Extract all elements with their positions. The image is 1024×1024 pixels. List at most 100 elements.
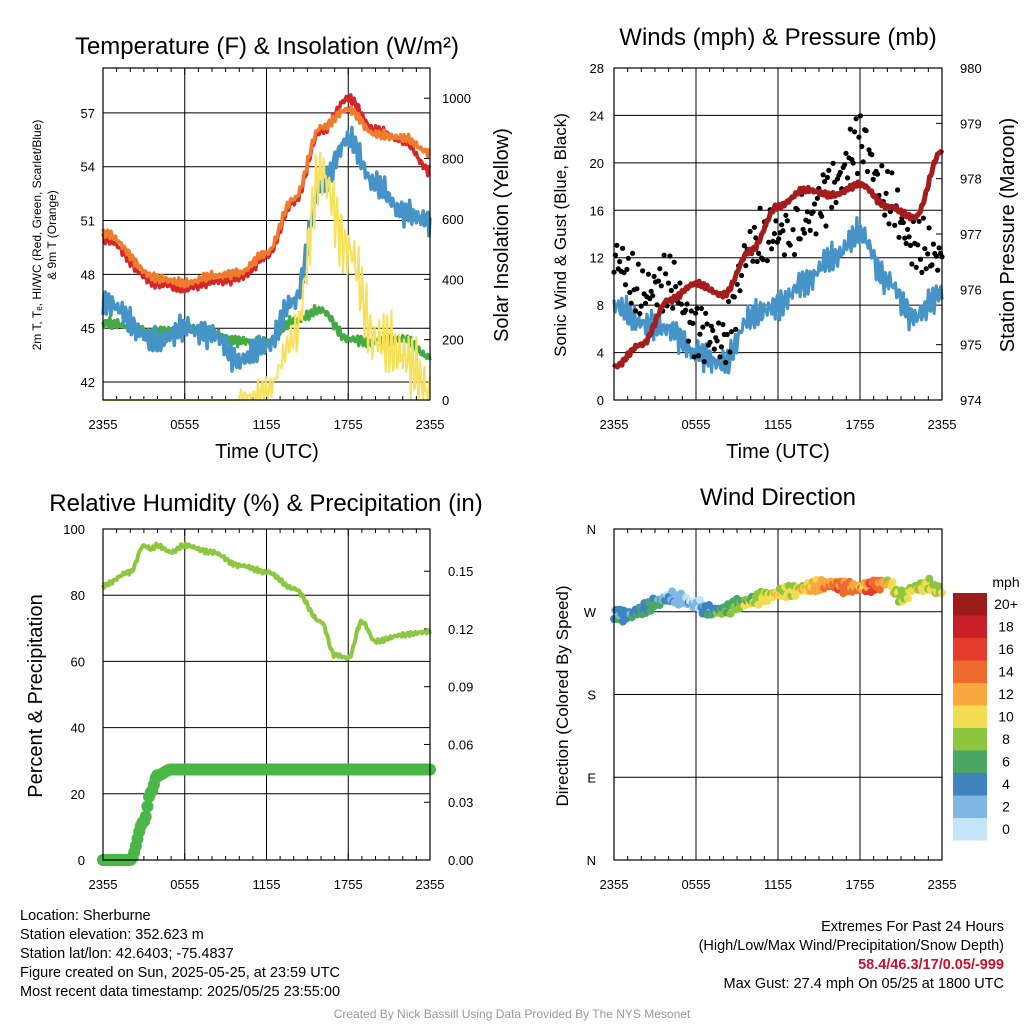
winds-gust-point (905, 226, 911, 232)
temp-y2tick-label: 1000 (442, 91, 471, 106)
winds-gust-point (670, 305, 676, 311)
temp-ytick-label: 51 (81, 214, 95, 229)
winds-gust-point (668, 287, 674, 294)
winds-gust-point (671, 259, 677, 265)
winds-gust-point (885, 168, 891, 175)
winds-gust-point (889, 170, 895, 176)
extremes-values: 58.4/46.3/17/0.05/-999 (858, 957, 1004, 973)
temp-series-9m-t (101, 104, 431, 289)
winds-gust-point (642, 300, 649, 306)
colorbar-label: 0 (1002, 821, 1010, 837)
wdir-ytick-label: N (587, 522, 596, 537)
winds-y2tick-label: 975 (960, 338, 982, 353)
winds-gust-point (614, 242, 620, 248)
wdir-ytick-label: S (587, 688, 596, 703)
winds-gust-point (784, 218, 790, 224)
winds-gust-point (801, 230, 808, 236)
wdir-point (875, 585, 884, 594)
winds-gust-point (678, 301, 684, 307)
wdir-xtick-label: 2355 (600, 877, 629, 892)
winds-gust-point (779, 222, 785, 228)
winds-gust-point (718, 344, 725, 350)
winds-gust-point (754, 258, 760, 265)
temperature-chart: 2355 0555 1155 1755 2355 42 45 48 51 54 57 0 200 400 6… (81, 67, 471, 432)
winds-gust-point (726, 298, 732, 305)
temp-xtick-label: 0555 (170, 417, 199, 432)
winds-gust-point (731, 294, 737, 300)
winds-gust-point (900, 219, 906, 226)
winds-xlabel: Time (UTC) (726, 441, 830, 463)
colorbar-label: 14 (998, 664, 1014, 680)
winds-gust-point (820, 172, 826, 178)
winds-gust-point (640, 268, 646, 274)
temp-y2tick-label: 600 (442, 212, 464, 227)
winds-gust-point (741, 243, 747, 249)
rh-ytick-label: 80 (71, 588, 85, 603)
rh-ytick-label: 20 (71, 787, 85, 802)
winds-gust-point (645, 271, 652, 277)
winds-gust-point (734, 281, 740, 287)
winds-gust-point (874, 171, 881, 177)
winds-gust-point (852, 129, 858, 135)
winds-gust-point (750, 258, 756, 264)
winds-gust-point (637, 311, 643, 317)
winds-gust-point (919, 269, 925, 275)
winds-gust-point (819, 213, 825, 219)
winds-gust-point (703, 310, 709, 316)
winds-xtick-label: 1155 (764, 417, 792, 432)
temp-y2tick-label: 0 (442, 393, 449, 408)
winds-gust-point (756, 250, 762, 256)
winds-gust-point (747, 228, 753, 235)
rh-series-humidity (101, 541, 432, 661)
winds-gust-point (902, 235, 908, 241)
winds-gust-point (620, 245, 626, 251)
winds-gust-point (733, 326, 739, 332)
winds-gust-point (624, 266, 630, 272)
winds-gust-point (701, 359, 707, 365)
winds-gust-point (776, 236, 782, 242)
winds-gust-point (707, 339, 713, 345)
colorbar-label: 10 (998, 709, 1014, 725)
winds-gust-point (869, 152, 875, 158)
rh-title: Relative Humidity (%) & Precipitation (i… (49, 490, 482, 517)
winds-gust-point (822, 179, 828, 185)
rh-ytick-label: 100 (63, 522, 85, 537)
winds-gust-point (781, 252, 788, 258)
colorbar-swatch (953, 728, 987, 751)
winds-gust-point (766, 239, 772, 245)
winds-gust-point (882, 212, 888, 218)
wdir-xtick-label: 1755 (846, 877, 875, 892)
winds-gust-point (634, 286, 640, 292)
temp-ytick-label: 48 (81, 267, 95, 282)
winds-gust-point (935, 267, 941, 273)
winds-gust-point (655, 278, 662, 284)
winds-gust-point (627, 289, 633, 295)
winds-ytick-label: 24 (590, 108, 604, 123)
winds-ytick-label: 20 (590, 156, 604, 171)
winds-ytick-label: 0 (597, 393, 604, 408)
winds-ylabel-right: Station Pressure (Maroon) (997, 118, 1019, 353)
winds-gust-point (916, 218, 922, 224)
station-info: Location: Sherburne Station elevation: 3… (20, 907, 340, 1002)
winds-gust-point (661, 252, 667, 258)
winds-series-sonic-wind (612, 216, 944, 375)
colorbar-swatch (953, 750, 987, 773)
wdir-point (726, 609, 735, 618)
winds-gust-point (917, 256, 924, 262)
wdir-xtick-label: 1155 (764, 877, 792, 892)
winds-gust-point (724, 331, 730, 338)
max-gust: Max Gust: 27.4 mph On 05/25 at 1800 UTC (723, 976, 1004, 992)
winds-gust-point (863, 128, 869, 134)
rh-xtick-label: 1155 (253, 877, 281, 892)
winds-gust-point (691, 354, 697, 360)
rh-precip-point (139, 810, 152, 823)
winds-gust-point (920, 215, 927, 221)
winds-gust-point (833, 199, 839, 206)
winds-gust-point (860, 159, 866, 165)
winds-gust-point (823, 223, 829, 229)
winds-title: Winds (mph) & Pressure (mb) (619, 24, 936, 51)
rh-ytick-label: 60 (71, 654, 85, 669)
winds-gust-point (837, 169, 843, 175)
temp-y2tick-label: 200 (442, 333, 464, 348)
winds-gust-point (648, 288, 654, 294)
